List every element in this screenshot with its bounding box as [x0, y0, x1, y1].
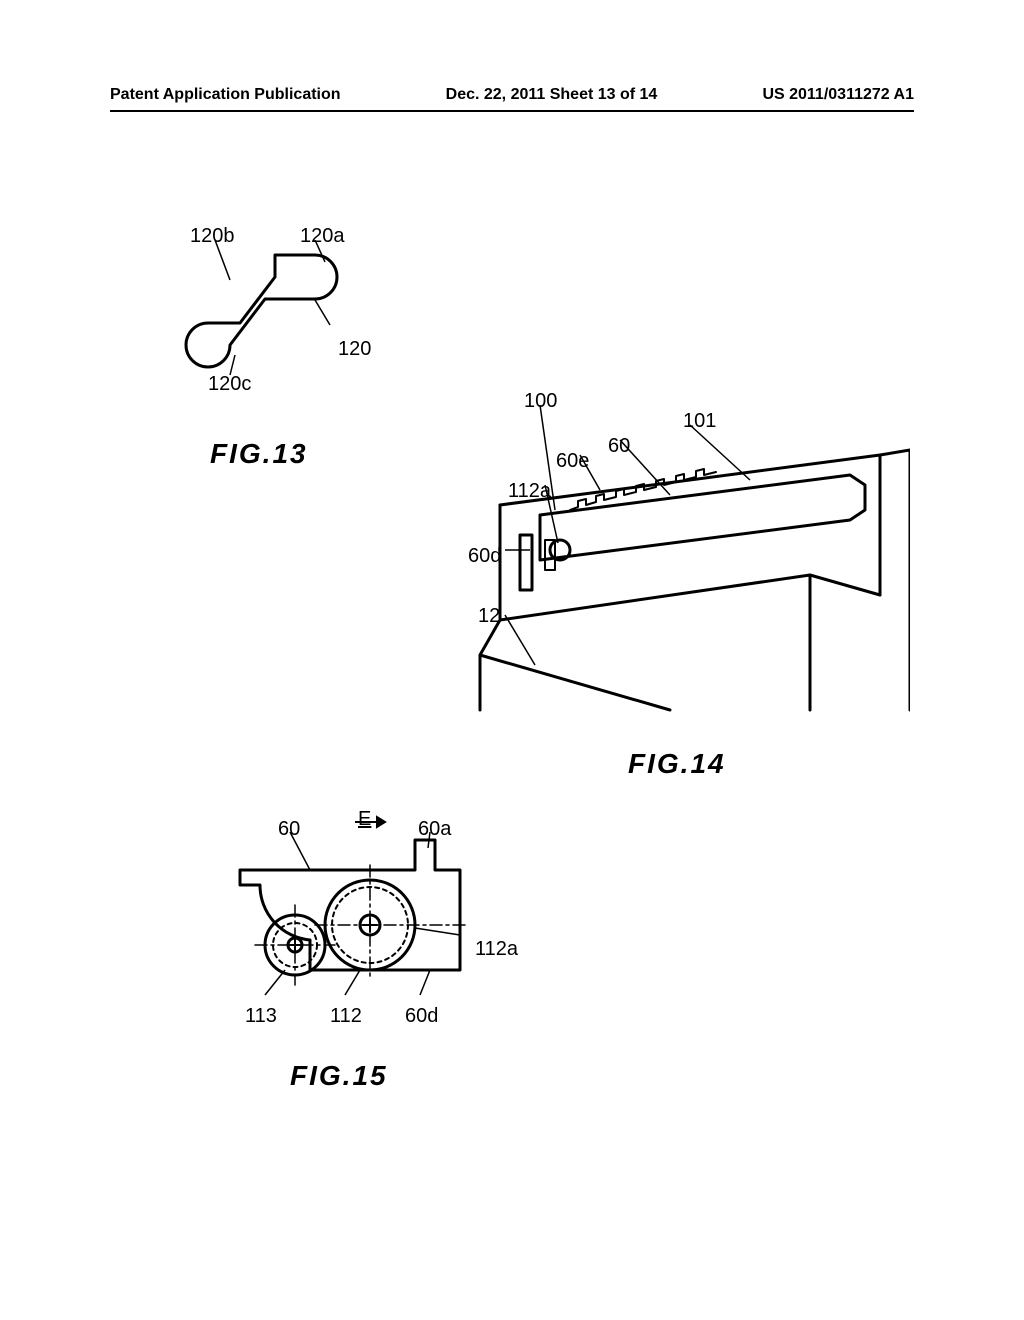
- figure-15: [230, 810, 500, 1010]
- figure-13: [170, 240, 380, 390]
- fig15-ref-E: E: [358, 808, 371, 831]
- publication-number: US 2011/0311272 A1: [762, 86, 914, 104]
- fig13-ref-120: 120: [338, 338, 371, 361]
- fig14-ref-100: 100: [524, 390, 557, 413]
- fig13-ref-120a: 120a: [300, 225, 345, 248]
- page-header: Patent Application Publication Dec. 22, …: [0, 86, 1024, 104]
- fig14-label: FIG.14: [628, 748, 726, 780]
- fig15-ref-112: 112: [330, 1005, 362, 1028]
- date-sheet: Dec. 22, 2011 Sheet 13 of 14: [446, 86, 658, 104]
- fig14-ref-60: 60: [608, 435, 630, 458]
- fig13-label: FIG.13: [210, 438, 308, 470]
- fig15-ref-112a: 112a: [475, 938, 518, 961]
- fig15-label: FIG.15: [290, 1060, 388, 1092]
- fig13-ref-120b: 120b: [190, 225, 235, 248]
- fig14-ref-112a: 112a: [508, 480, 551, 503]
- fig15-ref-60d: 60d: [405, 1005, 438, 1028]
- fig14-ref-101: 101: [683, 410, 716, 433]
- fig14-ref-60e: 60e: [556, 450, 589, 473]
- fig15-ref-113: 113: [245, 1005, 277, 1028]
- fig14-ref-12: 12: [478, 605, 500, 628]
- fig13-ref-120c: 120c: [208, 373, 251, 396]
- fig15-ref-60a: 60a: [418, 818, 451, 841]
- publication-type: Patent Application Publication: [110, 86, 341, 104]
- figure-14: [470, 395, 910, 715]
- header-rule: [110, 110, 914, 112]
- fig15-ref-60: 60: [278, 818, 300, 841]
- fig14-ref-60d: 60d: [468, 545, 501, 568]
